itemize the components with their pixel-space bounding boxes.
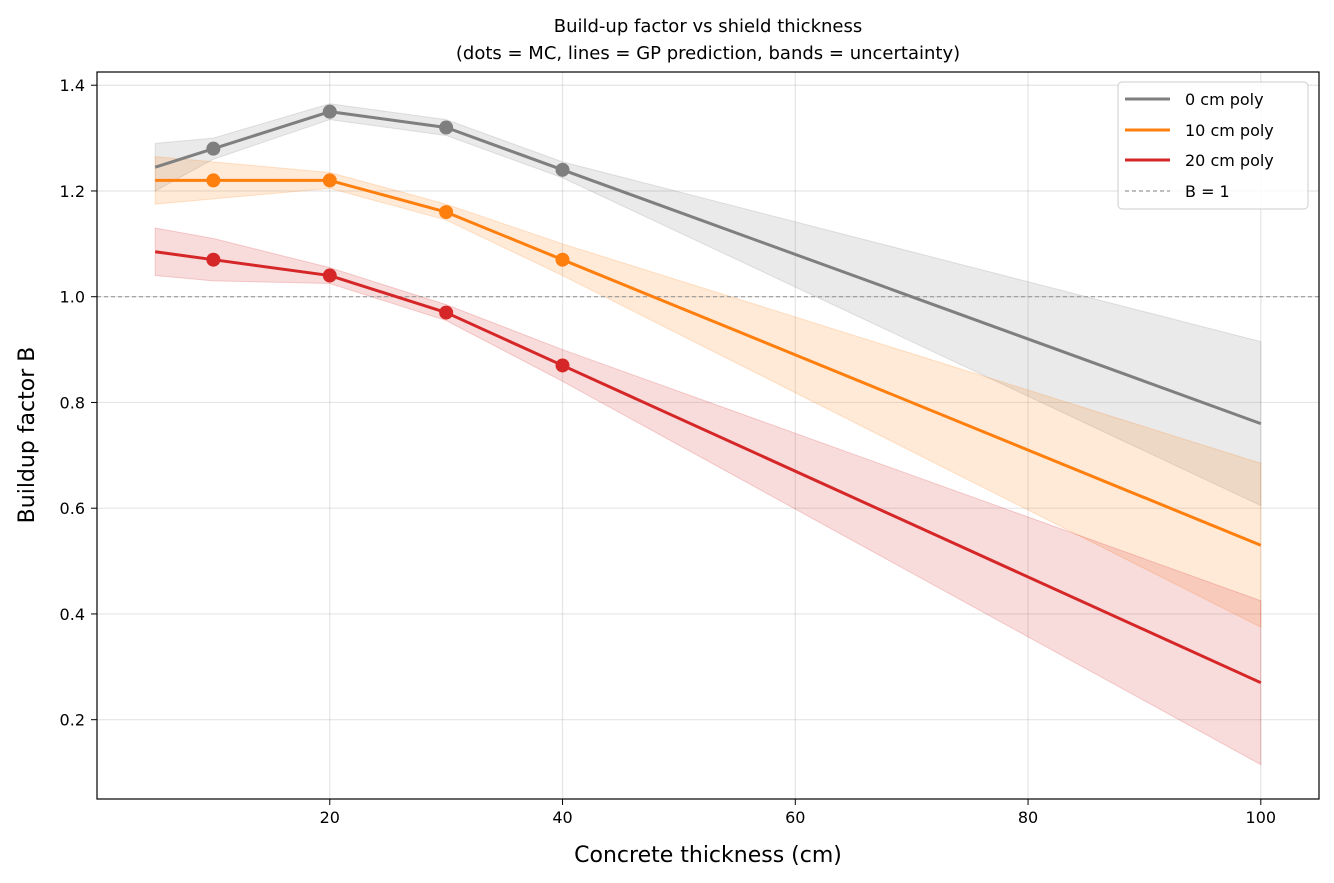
y-tick-label-0-6: 0.6: [60, 499, 85, 518]
x-tick-label-40: 40: [552, 808, 572, 827]
x-tick-label-60: 60: [785, 808, 805, 827]
legend: 0 cm poly 10 cm poly 20 cm poly B = 1: [1117, 81, 1309, 210]
point-10-cm-poly-40: [555, 252, 570, 267]
y-tick-label-1-2: 1.2: [60, 182, 85, 201]
gp-prediction-lines: [154, 110, 1262, 685]
band-20-cm-poly: [154, 227, 1262, 766]
y-tick-label-1-4: 1.4: [60, 76, 85, 95]
legend-label-10cm: 10 cm poly: [1185, 121, 1274, 140]
point-0-cm-poly-10: [206, 141, 221, 156]
point-10-cm-poly-20: [322, 173, 337, 188]
band-0-cm-poly: [154, 103, 1262, 507]
uncertainty-bands: [154, 103, 1262, 766]
chart-subtitle: (dots = MC, lines = GP prediction, bands…: [456, 43, 960, 64]
plot-frame: [96, 71, 1320, 800]
mc-data-points: [206, 104, 570, 373]
point-20-cm-poly-40: [555, 358, 570, 373]
point-10-cm-poly-30: [439, 205, 454, 220]
line-10-cm-poly: [155, 178, 1262, 547]
y-tick-label-1-0: 1.0: [60, 288, 85, 307]
point-0-cm-poly-20: [322, 104, 337, 119]
legend-label-20cm: 20 cm poly: [1185, 151, 1274, 170]
point-10-cm-poly-10: [206, 173, 221, 188]
axis-ticks: 20 40 60 80 100 0.2 0.4 0.6 0.8 1.0 1.2 1.4: [60, 76, 1277, 827]
x-tick-label-80: 80: [1018, 808, 1038, 827]
legend-label-reference: B = 1: [1185, 182, 1230, 201]
line-0-cm-poly: [154, 110, 1262, 426]
y-tick-label-0-8: 0.8: [60, 393, 85, 412]
point-0-cm-poly-40: [555, 162, 570, 177]
chart-title: Build-up factor vs shield thickness: [554, 16, 862, 37]
point-20-cm-poly-30: [439, 305, 454, 320]
legend-box: [1117, 81, 1309, 210]
legend-label-0cm: 0 cm poly: [1185, 90, 1264, 109]
y-tick-label-0-4: 0.4: [60, 605, 85, 624]
x-axis-title: Concrete thickness (cm): [574, 843, 842, 868]
x-tick-label-20: 20: [320, 808, 340, 827]
point-20-cm-poly-10: [206, 252, 221, 267]
point-0-cm-poly-30: [439, 120, 454, 135]
y-axis-title: Buildup factor B: [15, 347, 40, 524]
band-10-cm-poly: [154, 156, 1262, 628]
line-20-cm-poly: [154, 250, 1262, 685]
y-tick-label-0-2: 0.2: [60, 711, 85, 730]
x-tick-label-100: 100: [1246, 808, 1277, 827]
point-20-cm-poly-20: [322, 268, 337, 283]
